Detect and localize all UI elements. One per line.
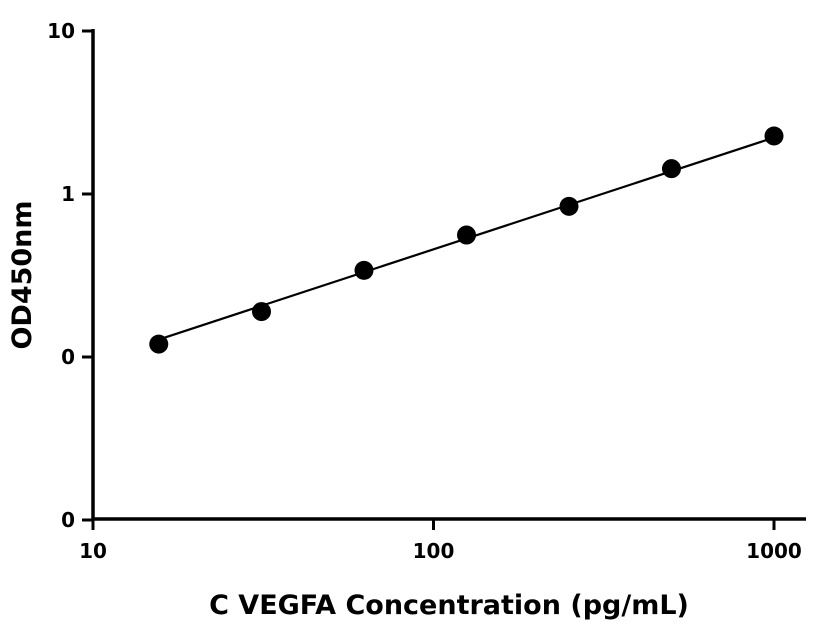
x-tick-label-1: 100 — [413, 539, 455, 563]
data-point-3 — [456, 225, 476, 245]
data-point-0 — [149, 334, 169, 354]
axes: 0 0 1 10 10 100 1000 — [47, 19, 806, 563]
data-point-2 — [354, 260, 374, 280]
data-points — [149, 126, 784, 354]
x-tick-label-0: 10 — [79, 539, 107, 563]
data-point-5 — [661, 159, 681, 179]
y-tick-label-1: 0 — [61, 345, 75, 369]
data-point-1 — [251, 302, 271, 322]
x-tick-label-2: 1000 — [746, 539, 802, 563]
data-point-6 — [764, 126, 784, 146]
y-tick-label-3: 10 — [47, 19, 75, 43]
data-point-4 — [559, 196, 579, 216]
y-tick-label-0: 0 — [61, 508, 75, 532]
y-tick-label-2: 1 — [61, 182, 75, 206]
x-axis-title: C VEGFA Concentration (pg/mL) — [209, 590, 689, 621]
y-axis-title: OD450nm — [7, 200, 38, 349]
